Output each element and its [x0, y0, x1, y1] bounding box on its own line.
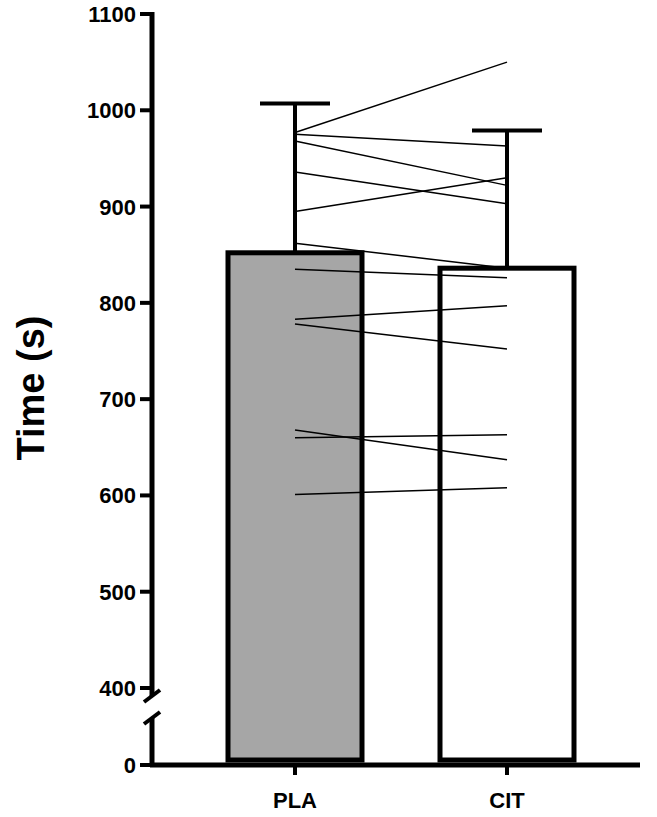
- y-tick-label: 1100: [88, 2, 136, 27]
- y-tick: [140, 108, 152, 112]
- y-tick-label: 700: [99, 387, 136, 412]
- error-cap: [472, 129, 542, 133]
- y-tick: [140, 12, 152, 16]
- y-tick: [140, 590, 152, 594]
- individual-line: [295, 243, 507, 268]
- y-tick-label: 500: [99, 580, 136, 605]
- individual-line: [295, 488, 507, 495]
- individual-line: [295, 324, 507, 349]
- y-tick: [140, 493, 152, 497]
- y-axis: [150, 718, 155, 767]
- y-tick: [140, 686, 152, 690]
- y-tick-label: 600: [99, 483, 136, 508]
- y-tick: [140, 205, 152, 209]
- y-tick: [140, 763, 152, 767]
- error-bar: [293, 104, 297, 253]
- error-cap: [260, 102, 330, 106]
- x-axis: [150, 763, 640, 768]
- error-bar: [505, 131, 509, 269]
- axis-break: [144, 712, 160, 724]
- y-tick: [140, 397, 152, 401]
- individual-line: [295, 306, 507, 319]
- x-tick-label: PLA: [273, 788, 317, 813]
- x-tick-label: CIT: [489, 788, 525, 813]
- x-tick: [293, 765, 297, 775]
- plot-area: [228, 62, 574, 760]
- y-tick: [140, 301, 152, 305]
- individual-line: [295, 62, 507, 132]
- y-tick-label: 400: [99, 676, 136, 701]
- individual-line: [295, 430, 507, 460]
- x-tick: [505, 765, 509, 775]
- y-tick-label: 800: [99, 291, 136, 316]
- y-tick-label: 0: [124, 753, 136, 778]
- individual-line: [295, 269, 507, 278]
- axis-break: [144, 690, 160, 702]
- y-tick-label: 1000: [87, 98, 136, 123]
- bar: [440, 268, 574, 760]
- individual-line: [295, 178, 507, 212]
- individual-line: [295, 141, 507, 185]
- y-axis-label: Time (s): [10, 315, 52, 460]
- individual-line: [295, 172, 507, 204]
- individual-line: [295, 435, 507, 438]
- y-tick-label: 900: [99, 195, 136, 220]
- chart: 0 400 500 600 700 800 900 1000 1100 PLA CIT Time (s…: [0, 0, 657, 817]
- individual-line: [295, 134, 507, 146]
